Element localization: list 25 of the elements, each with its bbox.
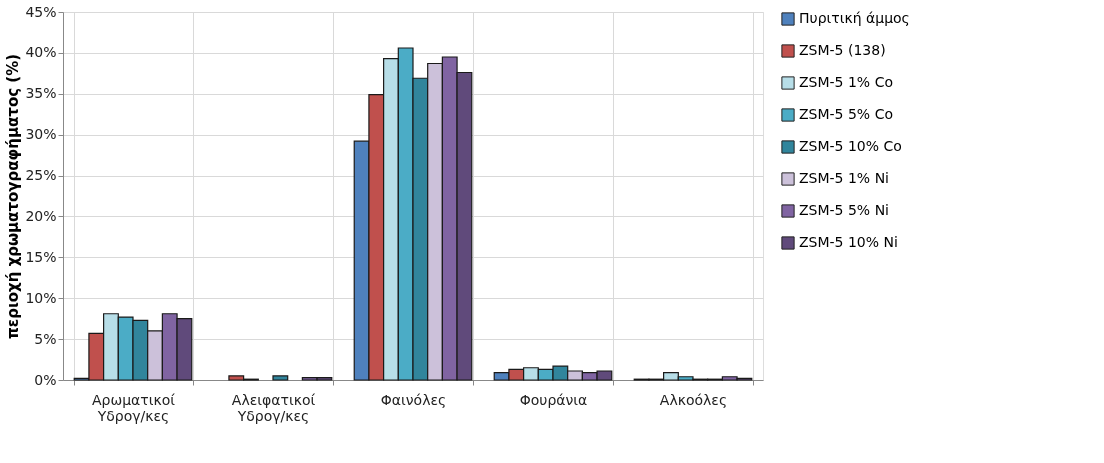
x-tick-label: Φουράνια bbox=[519, 391, 588, 408]
y-tick-label: 25% bbox=[25, 167, 57, 184]
legend-label: ZSM-5 5% Ni bbox=[799, 202, 889, 218]
x-tick-label: Αλκοόλες bbox=[659, 391, 728, 408]
x-tick-label: Φαινόλες bbox=[380, 391, 447, 408]
y-tick-label: 15% bbox=[25, 248, 57, 265]
y-tick-label: 45% bbox=[25, 3, 57, 20]
legend-label: ZSM-5 10% Co bbox=[799, 138, 902, 154]
y-tick-label: 5% bbox=[34, 330, 57, 347]
legend-label: ZSM-5 1% Ni bbox=[799, 170, 889, 186]
y-tick-label: 30% bbox=[25, 126, 57, 143]
legend-label: Πυριτική άμμος bbox=[799, 10, 910, 26]
legend-label: ZSM-5 (138) bbox=[799, 42, 886, 58]
bar bbox=[272, 375, 289, 381]
y-tick-label: 40% bbox=[25, 44, 57, 61]
y-tick-label: 10% bbox=[25, 289, 57, 306]
y-tick-label: 0% bbox=[34, 371, 57, 388]
x-tick-label: Αλειφατικοί Υδρογ/κες bbox=[231, 391, 316, 424]
y-axis-title: περιοχή χρωματογραφήματος (%) bbox=[4, 53, 23, 340]
y-tick-label: 35% bbox=[25, 85, 57, 102]
legend-label: ZSM-5 10% Ni bbox=[799, 234, 898, 250]
legend-label: ZSM-5 5% Co bbox=[799, 106, 893, 122]
y-tick-label: 20% bbox=[25, 207, 57, 224]
x-tick-label: Αρωματικοί Υδρογ/κες bbox=[91, 391, 176, 424]
legend-label: ZSM-5 1% Co bbox=[799, 74, 893, 90]
